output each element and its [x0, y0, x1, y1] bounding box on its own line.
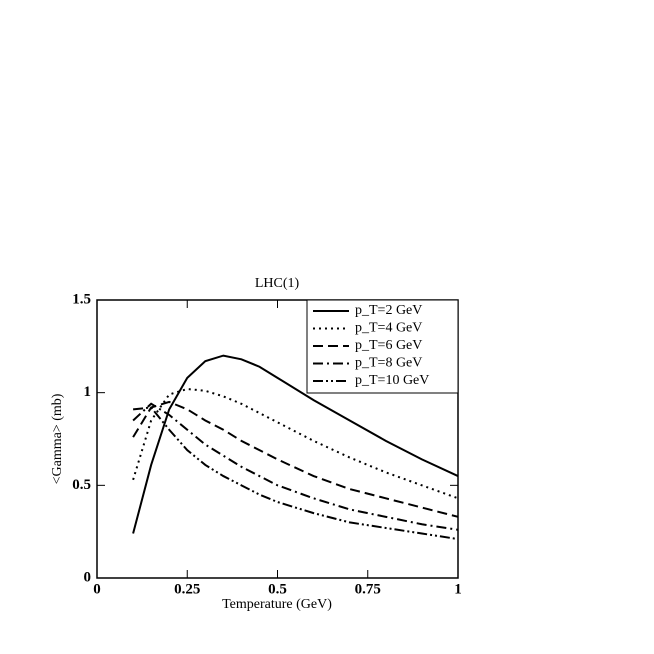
chart-title: LHC(1)	[255, 276, 300, 291]
y-tick-label: 1.5	[72, 291, 91, 307]
x-tick-label: 0.75	[355, 581, 381, 597]
legend-label: p_T=8 GeV	[355, 356, 422, 371]
y-tick-label: 0	[84, 569, 92, 585]
series-line	[132, 402, 459, 531]
x-tick-label: 0.5	[268, 581, 287, 597]
legend-label: p_T=10 GeV	[355, 373, 429, 388]
legend-label: p_T=4 GeV	[355, 321, 422, 336]
series-line	[132, 406, 459, 541]
y-tick-label: 1	[84, 384, 92, 400]
y-tick-label: 0.5	[72, 477, 91, 493]
series-line	[132, 354, 459, 534]
x-tick-label: 0	[93, 581, 101, 597]
y-axis-label: <Gamma> (mb)	[50, 393, 65, 484]
series-line	[132, 387, 459, 500]
legend-label: p_T=2 GeV	[355, 303, 422, 318]
series-line	[132, 400, 459, 518]
legend-label: p_T=6 GeV	[355, 338, 422, 353]
x-axis-label: Temperature (GeV)	[222, 597, 332, 612]
x-tick-label: 0.25	[174, 581, 200, 597]
x-tick-label: 1	[454, 581, 462, 597]
